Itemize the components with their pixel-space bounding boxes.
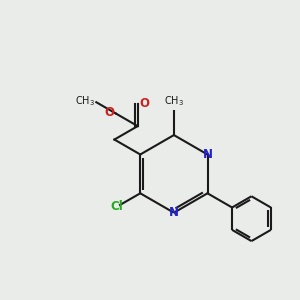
Text: Cl: Cl bbox=[111, 200, 123, 213]
Text: N: N bbox=[169, 206, 179, 219]
Text: CH$_3$: CH$_3$ bbox=[75, 94, 95, 108]
Text: CH$_3$: CH$_3$ bbox=[164, 94, 184, 108]
Text: O: O bbox=[139, 97, 149, 110]
Text: O: O bbox=[104, 106, 115, 119]
Text: N: N bbox=[202, 148, 212, 161]
